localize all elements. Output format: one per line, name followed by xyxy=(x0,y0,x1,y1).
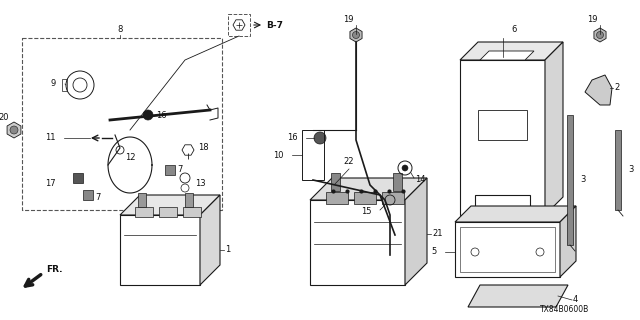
Text: 9: 9 xyxy=(51,79,56,89)
Polygon shape xyxy=(120,215,200,285)
Circle shape xyxy=(596,31,604,38)
Text: B-7: B-7 xyxy=(266,20,283,29)
Bar xyxy=(73,173,83,183)
Polygon shape xyxy=(468,285,568,307)
Text: 15: 15 xyxy=(362,207,372,217)
Bar xyxy=(83,190,93,200)
Circle shape xyxy=(402,165,408,171)
Text: 7: 7 xyxy=(177,165,182,174)
Polygon shape xyxy=(545,42,563,215)
Text: 5: 5 xyxy=(432,247,437,257)
Bar xyxy=(331,173,340,191)
Text: 19: 19 xyxy=(343,14,353,23)
Bar xyxy=(22,38,222,210)
Text: 3: 3 xyxy=(628,165,634,174)
Bar xyxy=(460,227,555,272)
Text: 20: 20 xyxy=(0,114,9,123)
Bar xyxy=(183,207,201,217)
Polygon shape xyxy=(310,178,427,200)
Bar xyxy=(135,207,153,217)
Bar xyxy=(159,207,177,217)
Bar xyxy=(478,110,527,140)
Polygon shape xyxy=(460,60,545,215)
Polygon shape xyxy=(405,178,427,285)
Bar xyxy=(615,130,621,210)
Circle shape xyxy=(10,126,18,134)
Bar xyxy=(228,14,250,36)
Bar xyxy=(302,130,324,180)
Text: 6: 6 xyxy=(512,26,517,35)
Text: 2: 2 xyxy=(614,84,620,92)
Bar xyxy=(567,115,573,245)
Text: 7: 7 xyxy=(95,193,100,202)
Bar xyxy=(354,192,376,204)
Polygon shape xyxy=(350,28,362,42)
Bar xyxy=(185,193,193,207)
Bar xyxy=(326,192,348,204)
Text: 13: 13 xyxy=(195,179,205,188)
Text: 12: 12 xyxy=(125,154,136,163)
Text: 8: 8 xyxy=(117,26,123,35)
Polygon shape xyxy=(455,222,560,277)
Bar xyxy=(62,79,67,91)
Polygon shape xyxy=(585,75,612,105)
Text: FR.: FR. xyxy=(46,266,63,275)
Polygon shape xyxy=(455,206,576,222)
Bar xyxy=(393,173,402,191)
Text: 10: 10 xyxy=(273,150,284,159)
Polygon shape xyxy=(200,195,220,285)
Text: 14: 14 xyxy=(415,175,426,185)
Polygon shape xyxy=(460,42,563,60)
Text: 17: 17 xyxy=(45,179,56,188)
Polygon shape xyxy=(480,51,534,60)
Circle shape xyxy=(314,132,326,144)
Text: 4: 4 xyxy=(573,295,579,305)
Text: 21: 21 xyxy=(432,229,442,238)
Circle shape xyxy=(353,31,360,38)
Polygon shape xyxy=(7,122,21,138)
Text: TX84B0600B: TX84B0600B xyxy=(540,306,589,315)
Polygon shape xyxy=(594,28,606,42)
Text: 19: 19 xyxy=(587,14,597,23)
Text: 16: 16 xyxy=(287,133,298,142)
Polygon shape xyxy=(310,200,405,285)
Text: 3: 3 xyxy=(580,175,586,185)
Text: 18: 18 xyxy=(198,143,209,153)
Circle shape xyxy=(143,110,153,120)
Polygon shape xyxy=(120,195,220,215)
Text: 11: 11 xyxy=(45,133,56,142)
Text: 22: 22 xyxy=(344,156,355,165)
Bar xyxy=(382,192,404,204)
Text: 16: 16 xyxy=(156,110,166,119)
Bar xyxy=(165,165,175,175)
Text: 1: 1 xyxy=(225,245,230,254)
Polygon shape xyxy=(560,206,576,277)
Bar xyxy=(138,193,146,207)
